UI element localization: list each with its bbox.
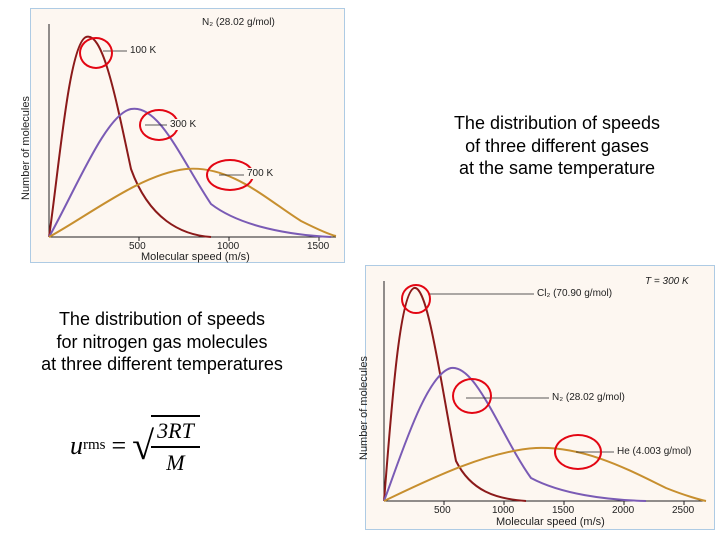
- rms-speed-formula: urms = √ 3RT M: [70, 415, 200, 476]
- label-700k: 700 K: [246, 168, 274, 179]
- caption-mid-left: The distribution of speedsfor nitrogen g…: [2, 308, 322, 376]
- ellipse-cl2: [401, 284, 431, 314]
- label-100k: 100 K: [129, 45, 157, 56]
- xtick-bot-0: 500: [434, 505, 451, 516]
- ellipse-he: [554, 434, 602, 470]
- xtick-bot-4: 2500: [672, 505, 694, 516]
- label-300k: 300 K: [169, 119, 197, 130]
- square-root: √ 3RT M: [132, 415, 200, 476]
- formula-numerator: 3RT: [151, 418, 200, 448]
- caption-mid-left-text: The distribution of speedsfor nitrogen g…: [41, 309, 283, 374]
- chart-nitrogen-temperatures: N₂ (28.02 g/mol) 100 K 300 K 700 K 500 1…: [30, 8, 345, 263]
- xtick-bot-2: 1500: [552, 505, 574, 516]
- xtick-top-2: 1500: [307, 241, 329, 252]
- chart-bottom-title: T = 300 K: [644, 276, 690, 287]
- label-he: He (4.003 g/mol): [616, 446, 692, 457]
- ellipse-n2: [452, 378, 492, 414]
- caption-top-right-text: The distribution of speedsof three diffe…: [454, 113, 660, 178]
- formula-lhs-var: u: [70, 431, 83, 461]
- label-cl2: Cl₂ (70.90 g/mol): [536, 288, 613, 299]
- caption-top-right: The distribution of speedsof three diffe…: [407, 112, 707, 180]
- chart-top-svg: [31, 9, 346, 264]
- ylabel-bottom: Number of molecules: [358, 356, 370, 460]
- ylabel-top: Number of molecules: [20, 96, 32, 200]
- xtick-bot-3: 2000: [612, 505, 634, 516]
- label-n2: N₂ (28.02 g/mol): [551, 392, 626, 403]
- equals-sign: =: [112, 431, 127, 461]
- formula-lhs-sub: rms: [83, 437, 106, 454]
- chart-gases-same-temp: T = 300 K Cl₂ (70.90 g/mol) N₂ (28.02 g/…: [365, 265, 715, 530]
- ellipse-100k: [79, 37, 113, 69]
- xtick-bot-1: 1000: [492, 505, 514, 516]
- xlabel-top: Molecular speed (m/s): [141, 251, 250, 263]
- chart-top-title: N₂ (28.02 g/mol): [201, 17, 276, 28]
- formula-denominator: M: [160, 448, 190, 476]
- xlabel-bottom: Molecular speed (m/s): [496, 516, 605, 528]
